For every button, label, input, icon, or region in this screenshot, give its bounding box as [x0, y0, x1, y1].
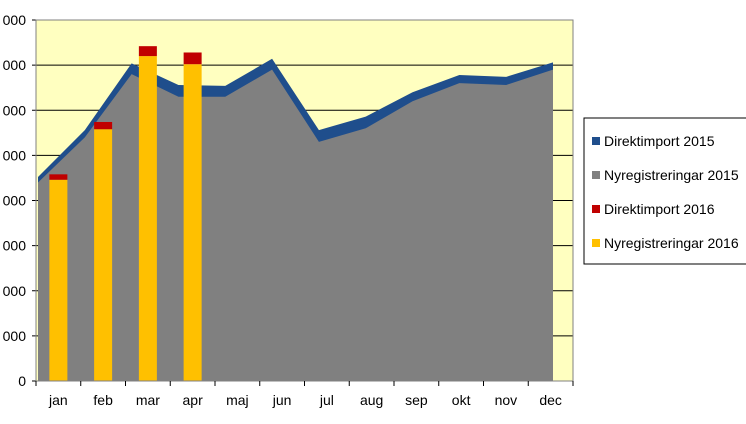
bar-nyregistreringar-2016	[94, 129, 113, 381]
legend-label: Nyregistreringar 2016	[604, 235, 739, 251]
bar-nyregistreringar-2016	[183, 64, 202, 381]
y-tick-label: 10 000	[0, 283, 26, 299]
x-tick-label: maj	[226, 392, 249, 408]
legend-swatch	[592, 239, 600, 247]
axes	[32, 19, 574, 386]
y-tick-label: 25 000	[0, 147, 26, 163]
bar-direktimport-2016	[94, 121, 113, 130]
legend-swatch	[592, 205, 600, 213]
y-tick-labels: 0 5 000 10 000 15 000 20 000 25 000 30 000 35 0…	[0, 12, 26, 389]
bar-nyregistreringar-2016	[138, 56, 157, 381]
legend-swatch	[592, 137, 600, 145]
bar-direktimport-2016	[183, 52, 202, 65]
x-tick-label: feb	[93, 392, 113, 408]
area-nyregistreringar-2015	[38, 69, 553, 381]
bar-series	[49, 46, 202, 381]
x-tick-label: jul	[319, 392, 334, 408]
x-tick-label: sep	[405, 392, 428, 408]
bar-nyregistreringar-2016	[49, 179, 68, 381]
legend-label: Direktimport 2016	[604, 201, 715, 217]
legend-swatch	[592, 171, 600, 179]
x-tick-label: dec	[539, 392, 562, 408]
x-tick-labels: jan feb mar apr maj jun jul aug sep okt nov dec	[48, 392, 562, 408]
x-tick-label: mar	[136, 392, 160, 408]
y-tick-label: 20 000	[0, 193, 26, 209]
legend-label: Direktimport 2015	[604, 133, 715, 149]
y-tick-label: 5 000	[0, 328, 26, 344]
x-tick-label: apr	[183, 392, 204, 408]
x-tick-label: nov	[495, 392, 518, 408]
legend: Direktimport 2015 Nyregistreringar 2015 Di…	[583, 117, 746, 265]
y-tick-label: 0	[18, 373, 26, 389]
bar-direktimport-2016	[49, 174, 68, 180]
area-series	[38, 58, 553, 382]
x-tick-label: okt	[452, 392, 471, 408]
bar-direktimport-2016	[138, 46, 157, 57]
legend-box	[583, 117, 746, 265]
y-tick-label: 30 000	[0, 102, 26, 118]
y-tick-label: 15 000	[0, 238, 26, 254]
y-tick-label: 35 000	[0, 57, 26, 73]
x-tick-label: jun	[272, 392, 292, 408]
y-tick-label: 40 000	[0, 12, 26, 28]
x-tick-label: aug	[360, 392, 383, 408]
x-tick-label: jan	[48, 392, 68, 408]
legend-label: Nyregistreringar 2015	[604, 167, 739, 183]
